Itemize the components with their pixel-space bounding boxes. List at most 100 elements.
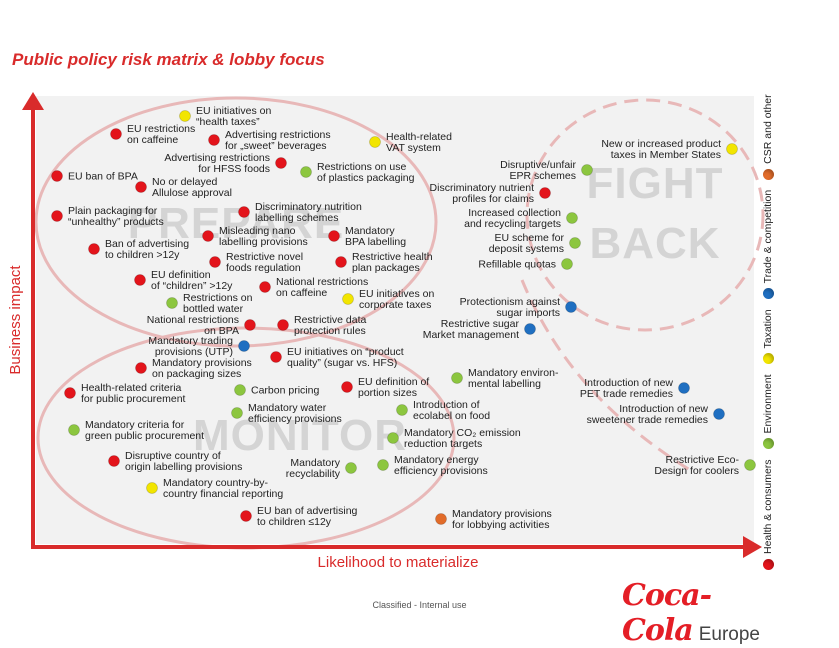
data-point-label-line: efficiency provisions [248,413,342,425]
data-point [713,408,725,420]
legend-item: CSR and other [762,94,774,180]
data-point [396,404,408,416]
data-point-label-line: for lobbying activities [452,519,549,531]
data-point [275,157,287,169]
data-point-label-line: Introduction of new [619,403,708,415]
data-point-label-line: EU restrictions [127,123,195,135]
data-point-label-line: Discriminatory nutrition [255,201,362,213]
data-point [377,459,389,471]
data-point-label-line: profiles for claims [452,193,534,205]
data-point-label-line: portion sizes [358,387,417,399]
data-point [238,206,250,218]
data-point-label-line: Allulose approval [152,187,232,199]
data-point-label-line: ecolabel on food [413,410,490,422]
data-point-label-line: labelling schemes [255,212,338,224]
logo-script: Coca-Cola [622,578,712,648]
legend-label: Environment [762,374,774,434]
zone-label-back: BACK [589,219,720,268]
data-point [678,382,690,394]
data-point-label-line: Introduction of [413,399,480,411]
data-point [68,424,80,436]
data-point-label-line: of plastics packaging [317,172,415,184]
data-point-label-line: EU initiatives on [359,288,434,300]
data-point-label-line: Restrictive novel [226,251,303,263]
data-point-label-line: labelling provisions [219,236,308,248]
data-point-label-line: New or increased product [601,138,721,150]
data-point-label-line: Restrictive sugar [441,318,520,330]
zone-label-prepare: PREPARE [128,199,344,248]
data-point-label-line: reduction targets [404,438,482,450]
data-point-label: EU initiatives on “health taxes” [196,105,271,128]
data-point-label-line: EU definition [151,269,211,281]
legend-dot [762,288,774,300]
data-point-label-line: protection rules [294,325,366,337]
data-point [539,187,551,199]
legend-dot [762,438,774,450]
data-point [744,459,756,471]
data-point-label-line: Restrictive data [294,314,367,326]
data-point-label-line: recyclability [286,468,341,480]
y-axis-label: Business impact [7,265,24,375]
data-point-label-line: sugar imports [496,307,560,319]
data-point-label-line: on caffeine [127,134,178,146]
data-point-label: Refillable quotas [478,259,556,271]
data-point-label-line: Restrictions on [183,292,253,304]
data-point-label-line: Mandatory provisions [452,508,552,520]
data-point-label-line: to children ≤12y [257,516,332,528]
data-point [277,319,289,331]
page-title: Public policy risk matrix & lobby focus [12,50,325,69]
data-point-label-line: EU definition of [358,376,429,388]
data-point [135,181,147,193]
data-point [146,482,158,494]
data-point [108,455,120,467]
data-point-label: Carbon pricing [251,385,319,397]
data-point-label: Health-related criteria for public procur… [81,382,186,405]
data-point-label-line: Plain packaging for [68,205,158,217]
data-point-label-line: quality” (sugar vs. HFS) [287,357,397,369]
data-point-label: Mandatory country-by-country financial r… [163,477,283,500]
data-point-label-line: on caffeine [276,287,327,299]
data-point-label: Mandatory criteria for green public procu… [85,419,204,442]
data-point [435,513,447,525]
data-point [238,340,250,352]
data-point-label: Mandatory energy efficiency provisions [394,454,488,477]
data-point-label-line: Disruptive/unfair [500,159,576,171]
data-point-label-line: EU ban of BPA [68,171,138,183]
data-point [524,323,536,335]
data-point-label: Mandatory water efficiency provisions [248,402,342,425]
data-point-label-line: sweetener trade remedies [587,414,708,426]
data-point-label: EU restrictions on caffeine [127,123,195,146]
data-point-label: Mandatory environ-mental labelling [468,367,559,390]
data-point [51,170,63,182]
data-point-label-line: Mandatory provisions [152,357,252,369]
data-point-label: Protectionism against sugar imports [460,296,560,319]
data-point [234,384,246,396]
data-point [240,510,252,522]
data-point-label-line: Health-related criteria [81,382,182,394]
data-point [231,407,243,419]
data-point-label-line: Design for coolers [654,465,739,477]
legend-label: Health & consumers [762,459,774,554]
data-point-label: Plain packaging for “unhealthy” products [68,205,164,228]
data-point-label: Restrictive sugar Market management [423,318,520,341]
data-point-label: Mandatory provisions on packaging sizes [152,357,252,380]
data-point [566,212,578,224]
legend-label: CSR and other [762,94,774,164]
data-point-label-line: BPA labelling [345,236,406,248]
data-point [345,462,357,474]
data-point-label: Misleading nano labelling provisions [219,225,308,248]
data-point [387,432,399,444]
data-point-label-line: Mandatory criteria for [85,419,185,431]
data-point-label-line: EU initiatives on [196,105,271,117]
data-point-label-line: of “children” >12y [151,280,233,292]
data-point-label: Discriminatory nutrient profiles for clai… [430,182,535,205]
data-point-label: National restrictions on caffeine [276,276,368,299]
data-point-label-line: on BPA [204,325,239,337]
classification-footer: Classified - Internal use [372,600,467,610]
data-point-label-line: Advertising restrictions [164,152,270,164]
data-point [369,136,381,148]
data-point-label: Introduction of new PET trade remedies [580,377,674,400]
data-point-label-line: plan packages [352,262,420,274]
data-point-label-line: “health taxes” [196,116,260,128]
data-point [300,166,312,178]
